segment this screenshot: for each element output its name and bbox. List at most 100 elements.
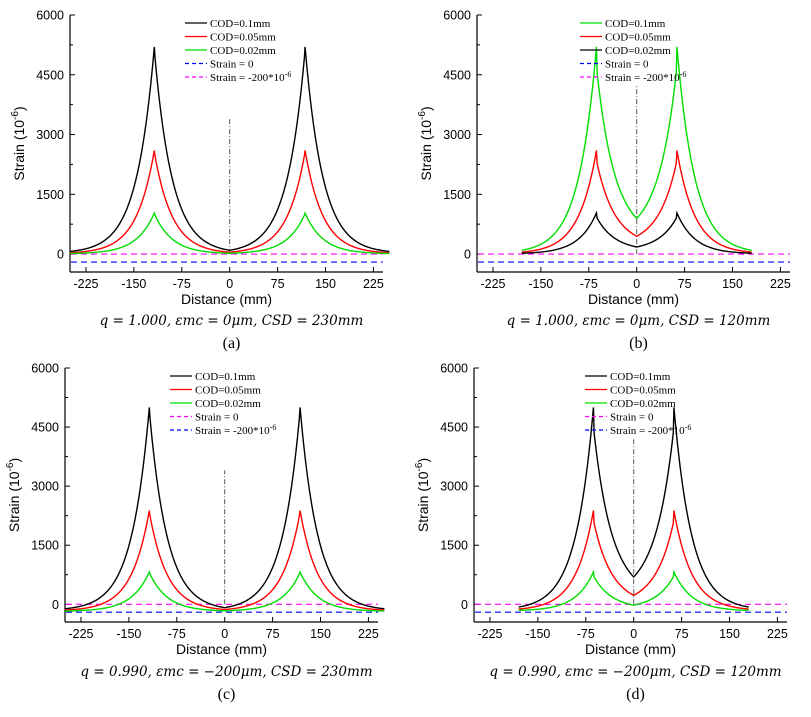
x-tick-label: 0: [226, 277, 233, 291]
y-axis-label: Strain (10-6): [5, 458, 22, 532]
legend-label-text: Strain = -200*10: [210, 72, 285, 84]
x-tick-label: -75: [173, 277, 191, 291]
x-tick-label: -150: [116, 627, 141, 641]
y-tick-label: 0: [464, 248, 471, 262]
legend-label-text: Strain = 0: [195, 412, 239, 424]
legend-item: Strain = -200*10-6: [585, 423, 691, 437]
legend-label: Strain = -200*10-6: [210, 70, 291, 84]
x-tick-label: 75: [678, 277, 692, 291]
legend-label: COD=0.1mm: [195, 371, 256, 383]
y-axis-label-exponent: -6: [417, 111, 428, 120]
legend-label-text: COD=0.05mm: [195, 385, 261, 397]
legend-item: Strain = 0: [170, 412, 239, 424]
legend-label: Strain = 0: [210, 59, 254, 71]
x-tick-label: -150: [121, 277, 146, 291]
series-line-2: [64, 570, 385, 612]
chart-panel-c: 0 1500 3000 4500 6000 -225 -150 -75 0 75 150 225 Dis…: [5, 362, 385, 703]
series-line-1: [69, 150, 390, 254]
y-tick-label: 0: [461, 598, 468, 612]
x-tick-label: -150: [528, 277, 553, 291]
series-line-1: [521, 150, 752, 253]
legend-item: COD=0.1mm: [170, 371, 256, 383]
x-tick-label: 150: [722, 277, 743, 291]
legend-label: COD=0.05mm: [610, 385, 676, 397]
y-axis-label-close: ): [415, 458, 431, 463]
legend-label-text: COD=0.1mm: [605, 18, 666, 30]
legend-label-text: Strain = 0: [610, 412, 654, 424]
x-axis-label: Distance (mm): [585, 641, 676, 657]
legend-label: Strain = 0: [605, 59, 649, 71]
legend-label-text: COD=0.1mm: [195, 371, 256, 383]
x-tick-label: 75: [266, 627, 280, 641]
legend-label: COD=0.05mm: [605, 32, 671, 44]
legend-item: Strain = -200*10-6: [185, 70, 291, 84]
y-tick-label: 4500: [440, 421, 468, 435]
chart-panel-d: 0 1500 3000 4500 6000 -225 -150 -75 0 75 150 225 Dis…: [414, 362, 788, 704]
y-axis-label-text: Strain (10: [6, 471, 22, 532]
legend-label: COD=0.02mm: [610, 398, 676, 410]
legend-label-text: COD=0.02mm: [605, 45, 671, 57]
y-axis-label-close: ): [6, 458, 22, 463]
y-axis-label-close: ): [418, 106, 434, 111]
series-line-0: [69, 46, 390, 253]
legend-item: COD=0.05mm: [585, 385, 676, 397]
legend-label: COD=0.02mm: [605, 45, 671, 57]
legend-label-text: Strain = -200*10: [195, 425, 270, 437]
y-axis-label: Strain (10-6): [10, 106, 27, 180]
legend-item: COD=0.05mm: [170, 385, 261, 397]
legend-label: Strain = 0: [610, 412, 654, 424]
x-axis-label: Distance (mm): [588, 291, 679, 307]
legend-item: COD=0.05mm: [580, 32, 671, 44]
legend-label-text: Strain = -200*10: [605, 72, 680, 84]
chart-panel-a: 0 1500 3000 4500 6000 -225 -150 -75 0 75 150 225 Dis…: [10, 9, 390, 352]
x-tick-label: 225: [363, 277, 384, 291]
legend-label: Strain = -200*10-6: [195, 423, 276, 437]
legend-label-text: COD=0.02mm: [210, 45, 276, 57]
legend-label-text: COD=0.05mm: [605, 32, 671, 44]
series-line-0: [521, 46, 752, 251]
legend-label-exponent: -6: [270, 423, 277, 432]
legend-item: COD=0.02mm: [585, 398, 676, 410]
x-axis-label: Distance (mm): [176, 641, 267, 657]
legend-label: COD=0.02mm: [195, 398, 261, 410]
x-tick-label: -75: [577, 627, 595, 641]
panel-caption: q = 1.000, εmc = 0μm, CSD = 120mm: [507, 313, 771, 329]
legend-item: COD=0.02mm: [170, 398, 261, 410]
x-axis-label: Distance (mm): [181, 291, 272, 307]
y-tick-label: 3000: [440, 480, 468, 494]
panel-label: (a): [223, 335, 241, 352]
y-axis-label-exponent: -6: [5, 462, 16, 471]
legend-label-exponent: -6: [285, 70, 292, 79]
legend-item: Strain = 0: [185, 59, 254, 71]
x-tick-label: 225: [358, 627, 379, 641]
y-axis-label-text: Strain (10: [11, 120, 27, 181]
chart-panel-b: 0 1500 3000 4500 6000 -225 -150 -75 0 75 150 225 Dis…: [417, 9, 791, 353]
legend-item: COD=0.1mm: [585, 371, 671, 383]
y-tick-label: 1500: [31, 539, 59, 553]
panel-caption: q = 0.990, εmc = −200μm, CSD = 120mm: [489, 664, 781, 680]
legend-label-text: Strain = -200*10: [610, 425, 685, 437]
series-line-1: [64, 510, 385, 611]
legend-item: COD=0.1mm: [185, 18, 271, 30]
x-tick-label: 75: [271, 277, 285, 291]
series-line-0: [518, 407, 749, 608]
x-tick-label: -150: [525, 627, 550, 641]
y-axis-label-exponent: -6: [10, 111, 21, 120]
y-tick-label: 6000: [440, 362, 468, 376]
legend-label-text: COD=0.05mm: [610, 385, 676, 397]
y-tick-label: 1500: [36, 188, 64, 202]
legend-item: COD=0.02mm: [580, 45, 671, 57]
legend-label-text: COD=0.1mm: [210, 18, 271, 30]
x-tick-label: 225: [770, 277, 791, 291]
legend-label: COD=0.02mm: [210, 45, 276, 57]
x-tick-label: 225: [767, 627, 788, 641]
x-tick-label: -225: [68, 627, 93, 641]
legend-label: COD=0.1mm: [210, 18, 271, 30]
y-axis-label-close: ): [11, 106, 27, 111]
x-tick-label: 150: [310, 627, 331, 641]
y-tick-label: 1500: [440, 539, 468, 553]
legend-item: COD=0.05mm: [185, 32, 276, 44]
legend-item: COD=0.02mm: [185, 45, 276, 57]
legend-label-text: COD=0.05mm: [210, 32, 276, 44]
